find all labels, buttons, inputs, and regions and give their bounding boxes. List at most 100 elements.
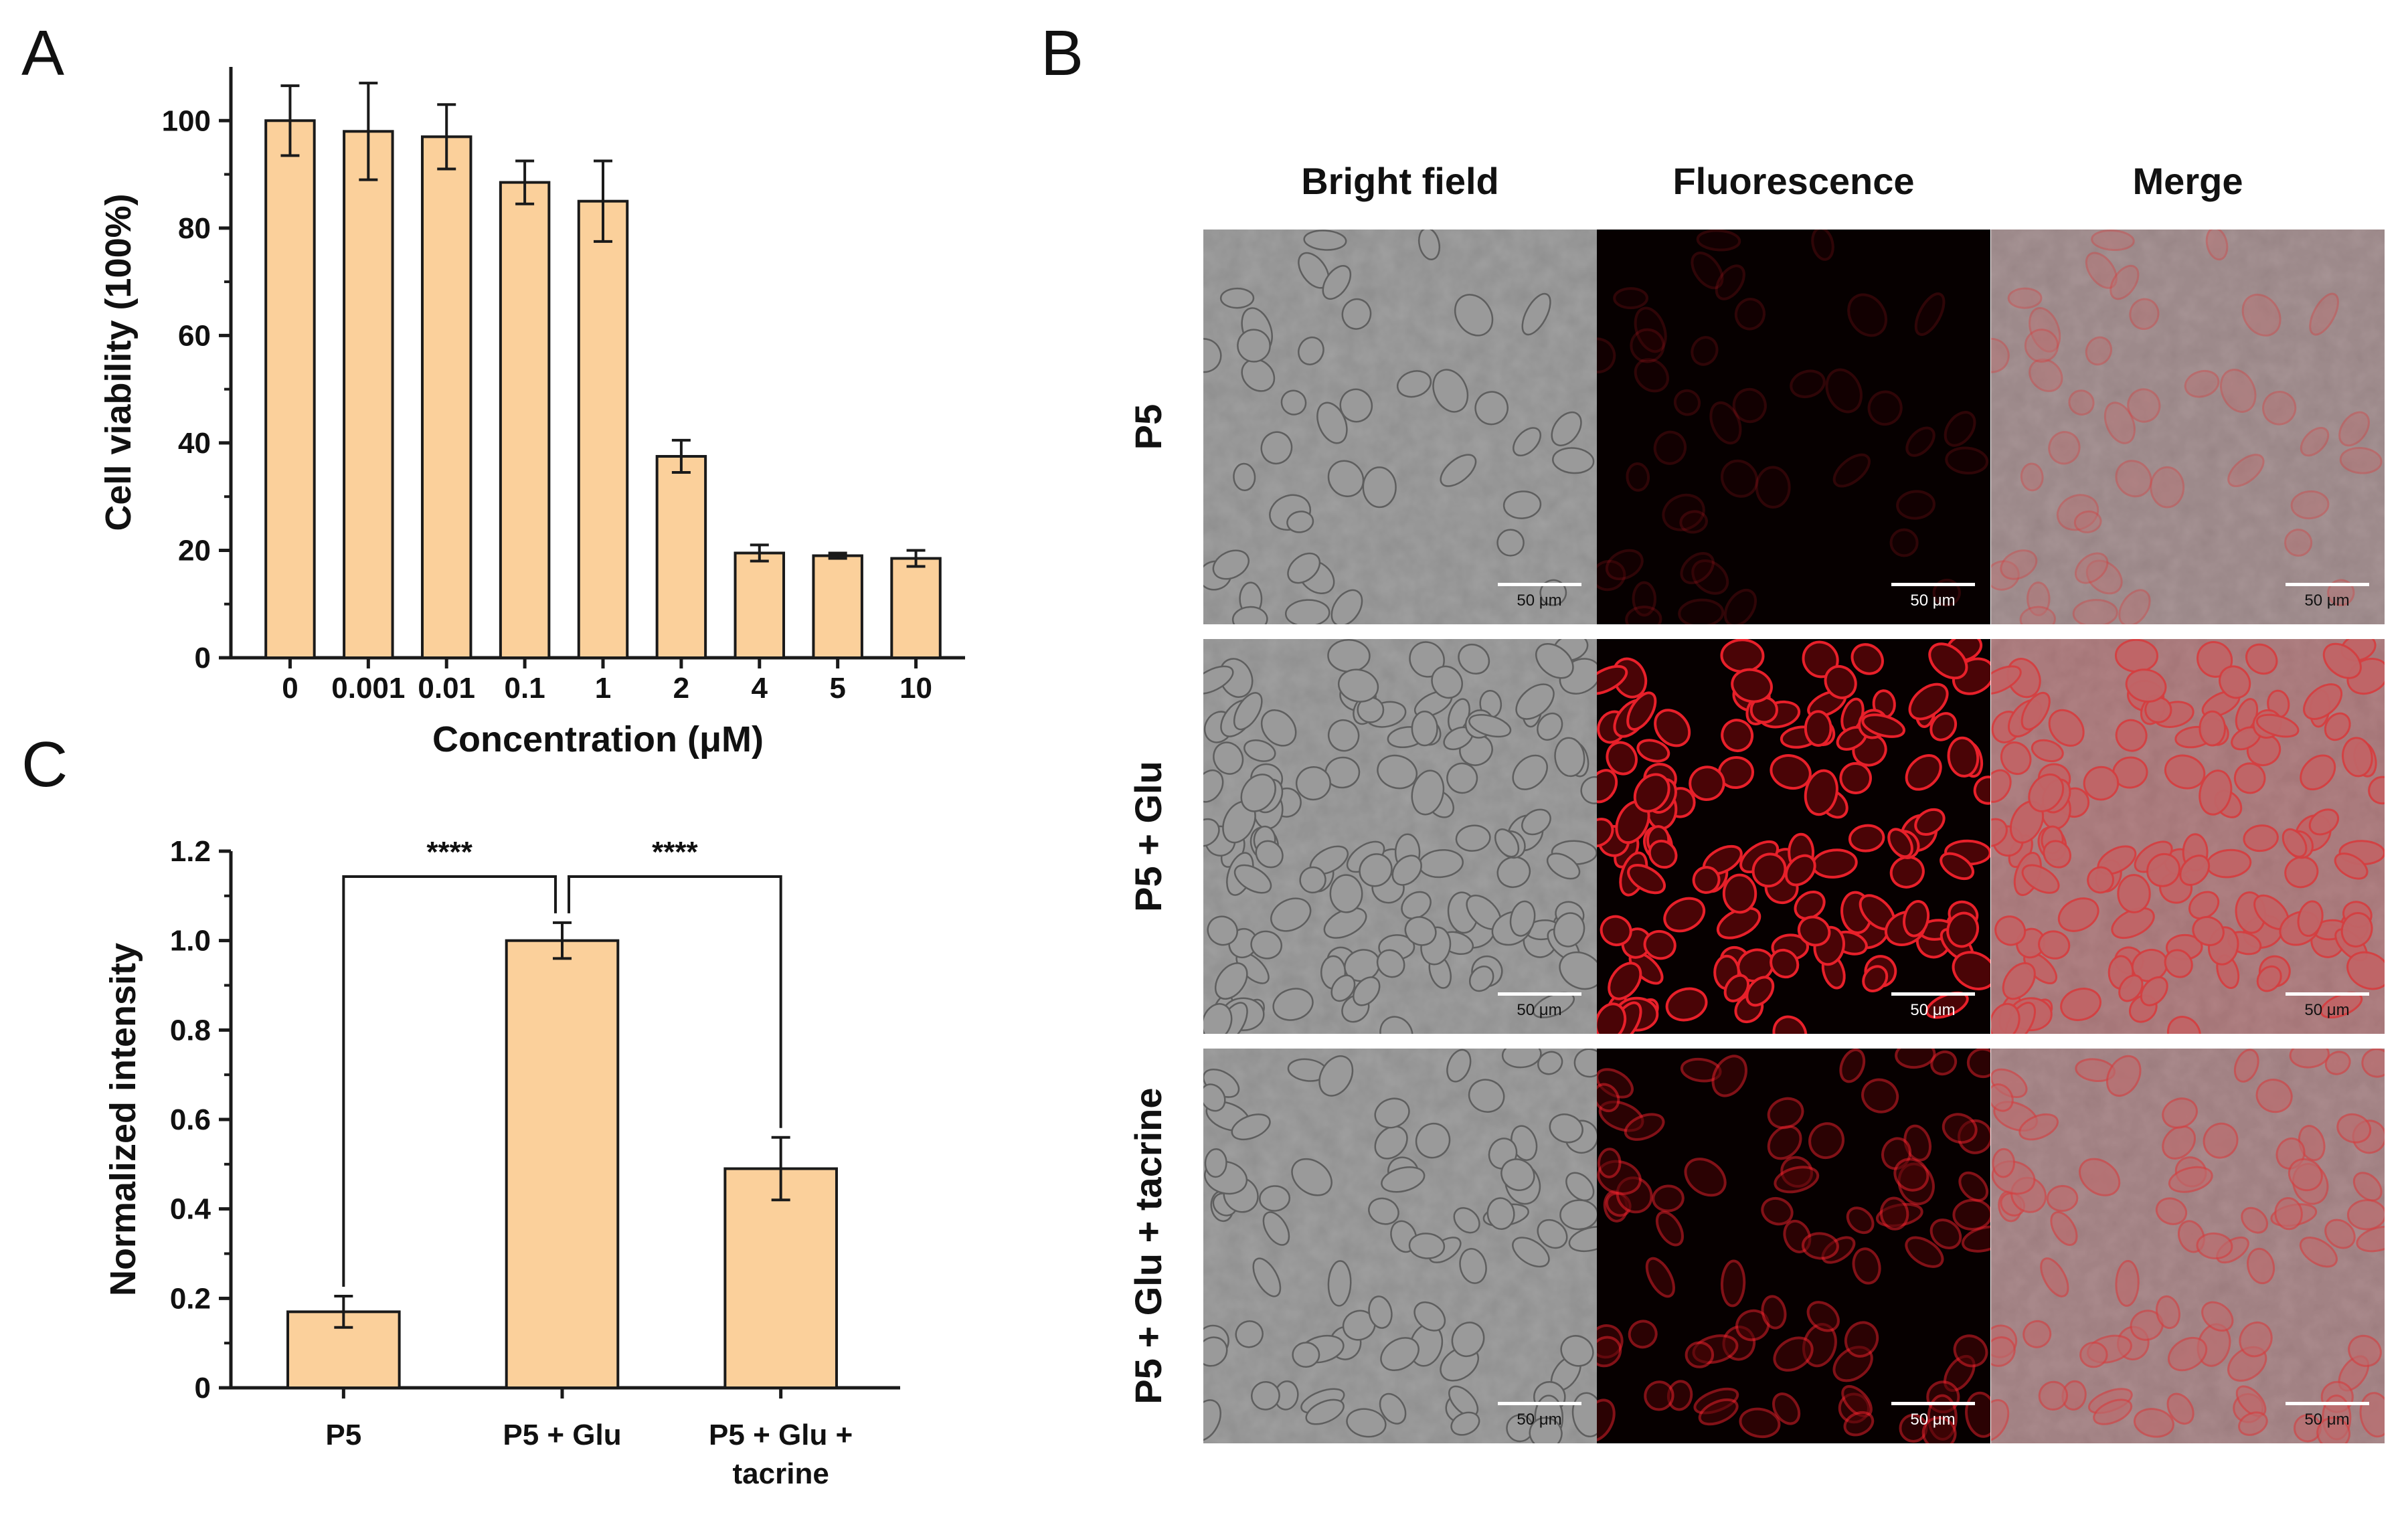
y-tick-label: 0 <box>195 642 211 674</box>
cell-fluorescent <box>1608 962 1642 1000</box>
cell-fluorescent <box>1643 929 1676 960</box>
cell <box>1404 916 1437 946</box>
cell-merged <box>2340 912 2373 948</box>
cell <box>1521 292 1551 336</box>
cell-fluorescent <box>1887 828 1913 859</box>
cell <box>1280 389 1307 416</box>
cell-fluorescent <box>1680 551 1715 585</box>
scale-bar-label: 50 μm <box>1910 592 1955 610</box>
cell-fluorescent <box>1944 411 1976 447</box>
cell-fluorescent <box>1861 1078 1899 1113</box>
cell-merged <box>2336 1113 2372 1144</box>
cell-fluorescent <box>1732 387 1767 424</box>
cell-merged <box>2239 1321 2273 1358</box>
cell <box>1207 915 1238 946</box>
cell-merged <box>2075 552 2109 584</box>
scale-bar <box>2286 1402 2369 1405</box>
bar <box>723 1167 838 1390</box>
cell-merged <box>2300 427 2330 457</box>
cell-merged <box>2179 854 2211 886</box>
cell-fluorescent <box>1940 852 1974 881</box>
cell <box>1509 900 1536 937</box>
cell <box>1303 230 1347 251</box>
cell <box>1474 391 1509 426</box>
cell <box>1453 1206 1480 1234</box>
cell-merged <box>2068 389 2095 416</box>
cell <box>1451 1322 1485 1358</box>
cell <box>1431 665 1463 699</box>
cell <box>1391 854 1422 886</box>
cell <box>1299 866 1326 894</box>
cell-fluorescent <box>1825 368 1863 414</box>
cell-merged <box>2043 840 2071 869</box>
cell <box>1440 454 1477 487</box>
y-tick-label: 40 <box>178 427 211 460</box>
cell-fluorescent <box>1734 298 1766 331</box>
x-tick-label: 2 <box>673 672 689 705</box>
y-tick-label: 0.6 <box>170 1103 211 1136</box>
cell-merged <box>2352 1172 2383 1202</box>
cell-fluorescent <box>1613 287 1648 310</box>
cell-fluorescent <box>1774 1166 1820 1194</box>
cell-fluorescent <box>1852 1247 1881 1285</box>
cell <box>1549 1113 1583 1144</box>
y-tick-label: 60 <box>178 319 211 352</box>
error-bar <box>334 1294 353 1329</box>
cell-merged <box>1994 915 2027 946</box>
bar <box>343 130 394 659</box>
panel-letter-b: B <box>1041 17 1084 89</box>
cell <box>1231 606 1268 624</box>
cell-fluorescent <box>1879 1196 1909 1231</box>
cell-merged <box>2072 599 2118 624</box>
cell-merged <box>2324 1219 2356 1249</box>
cell-merged <box>2167 1336 2208 1372</box>
cell <box>1337 668 1379 703</box>
cell-fluorescent <box>1711 1055 1747 1097</box>
cell-fluorescent <box>1806 1301 1840 1332</box>
cell-merged <box>2322 642 2362 679</box>
cell <box>1529 1417 1563 1443</box>
cell-merged <box>2284 529 2313 557</box>
cell <box>1316 401 1348 444</box>
cell-merged <box>2303 683 2343 720</box>
cell-merged <box>2140 976 2168 1006</box>
cell-fluorescent <box>1905 426 1936 457</box>
cell-merged <box>2038 930 2071 960</box>
cell-fluorescent <box>1929 712 1958 741</box>
cell <box>1521 808 1551 836</box>
cell <box>1213 741 1244 775</box>
x-tick-label: 1 <box>595 672 611 705</box>
bar <box>890 557 942 660</box>
cell-merged <box>2166 1016 2201 1034</box>
cell <box>1203 1083 1226 1112</box>
cell-fluorescent <box>1723 589 1757 624</box>
cell-merged <box>2243 824 2279 852</box>
cell-merged <box>2031 739 2064 763</box>
cell-merged <box>2002 962 2036 1000</box>
cell-merged <box>2091 230 2135 252</box>
cell-merged <box>2164 754 2206 790</box>
cell <box>1295 766 1331 801</box>
scale-bar-label: 50 μm <box>1517 1001 1561 1019</box>
y-tick-label: 80 <box>178 212 211 245</box>
cell-fluorescent <box>1801 1232 1839 1260</box>
cell <box>1379 1016 1413 1034</box>
cell <box>1459 1248 1487 1284</box>
cell-merged <box>2057 897 2099 932</box>
cell <box>1251 1380 1280 1411</box>
cell-merged <box>2201 1301 2234 1332</box>
y-tick-label: 0.4 <box>170 1193 211 1226</box>
micrograph-tile: 50 μm <box>1991 639 2385 1034</box>
y-tick-label: 0.2 <box>170 1282 211 1315</box>
cell-merged <box>2115 1260 2140 1307</box>
cell-fluorescent <box>1722 873 1757 914</box>
cell-merged <box>2220 369 2257 413</box>
bar <box>577 199 629 659</box>
cell <box>1255 840 1284 869</box>
error-bar <box>280 84 300 157</box>
micrograph-tile: 50 μm <box>1203 230 1597 624</box>
y-tick-label: 1.2 <box>170 835 211 868</box>
cell <box>1374 1097 1410 1129</box>
panel-letter-a: A <box>21 17 64 89</box>
fluorescence-background <box>1597 230 1990 624</box>
